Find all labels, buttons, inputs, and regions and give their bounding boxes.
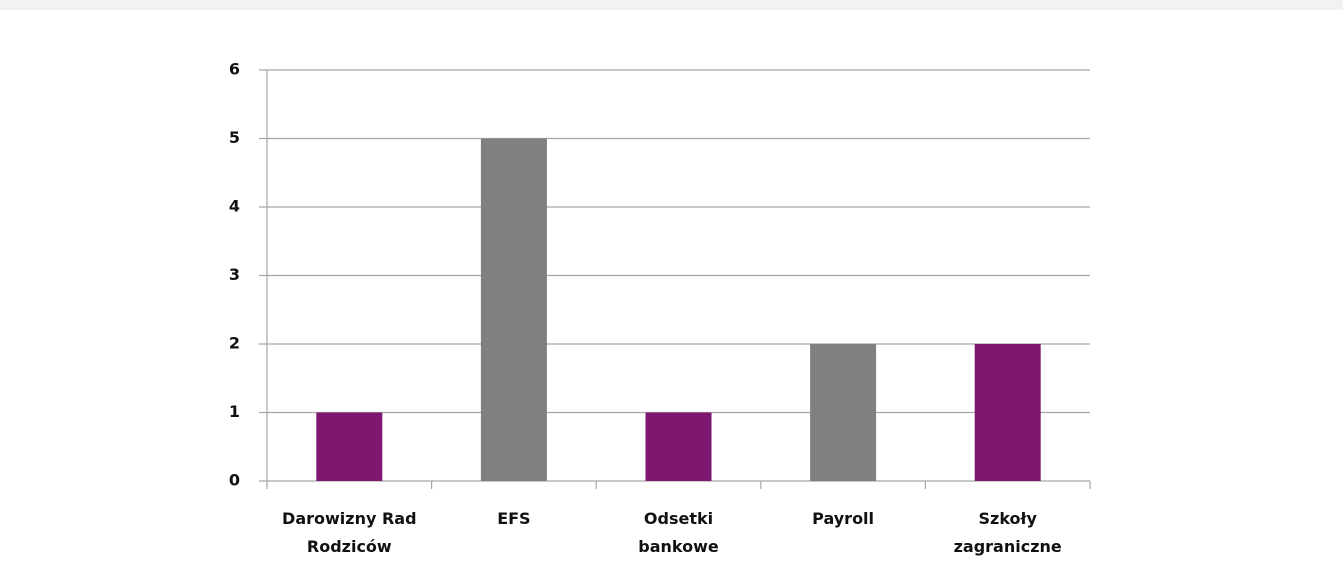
x-tick-label: Odsetki bankowe — [638, 509, 719, 556]
bar — [480, 138, 547, 481]
bar — [810, 344, 877, 481]
x-tick-label: Darowizny Rad Rodziców — [282, 509, 417, 556]
y-tick-label: 6 — [229, 60, 240, 79]
bar — [316, 412, 383, 481]
y-tick-label: 0 — [229, 471, 240, 490]
x-tick-label: EFS — [497, 509, 531, 528]
x-tick-label: Szkoły zagraniczne — [953, 509, 1062, 556]
y-tick-label: 5 — [229, 128, 240, 147]
y-tick-label: 3 — [229, 265, 240, 284]
y-tick-label: 1 — [229, 402, 240, 421]
x-tick-label: Payroll — [812, 509, 875, 528]
bar — [974, 344, 1041, 481]
bar — [645, 412, 712, 481]
y-tick-label: 4 — [229, 197, 240, 216]
y-tick-label: 2 — [229, 334, 240, 353]
